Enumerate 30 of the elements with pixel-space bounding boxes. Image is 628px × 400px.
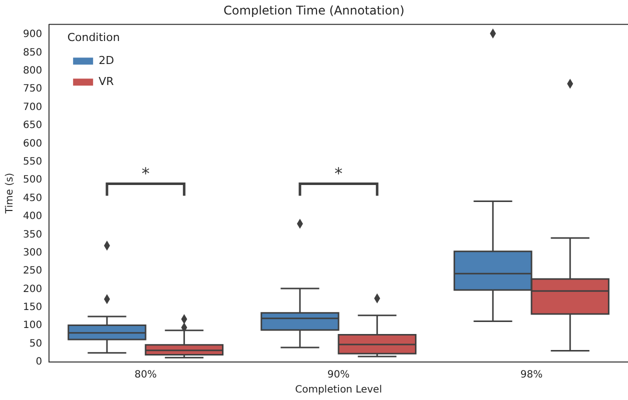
y-tick-label: 250 <box>22 266 42 277</box>
annotation: * <box>142 164 150 183</box>
y-tick-label: 750 <box>22 84 42 95</box>
y-tick-label: 400 <box>22 211 42 222</box>
chart-title: Completion Time (Annotation) <box>224 3 404 18</box>
y-axis-title: Time (s) <box>4 172 16 215</box>
y-tick-label: 800 <box>22 66 42 77</box>
x-tick-label: 80% <box>134 370 157 381</box>
y-tick-label: 500 <box>22 174 42 186</box>
legend-title: Condition <box>67 30 120 44</box>
x-tick-label: 90% <box>327 370 350 381</box>
x-tick-label: 98% <box>520 370 543 381</box>
y-tick-label: 900 <box>22 29 42 40</box>
y-tick-label: 200 <box>22 284 42 295</box>
y-tick-label: 850 <box>22 47 42 58</box>
y-tick-label: 600 <box>22 138 42 150</box>
y-tick-label: 650 <box>22 120 42 132</box>
y-tick-label: 550 <box>22 156 42 168</box>
x-axis-title: Completion Level <box>295 384 382 396</box>
y-tick-label: 150 <box>22 302 42 314</box>
y-tick-label: 450 <box>22 192 42 204</box>
y-tick-label: 700 <box>22 102 42 113</box>
y-tick-label: 300 <box>22 247 42 258</box>
annotation: * <box>334 164 343 183</box>
legend-label: VR <box>98 74 114 88</box>
y-tick-label: 100 <box>22 320 42 332</box>
y-tick-label: 350 <box>22 229 42 240</box>
legend-label: 2D <box>98 54 114 67</box>
y-tick-label: 50 <box>29 338 42 350</box>
y-tick-label: 0 <box>36 356 42 368</box>
